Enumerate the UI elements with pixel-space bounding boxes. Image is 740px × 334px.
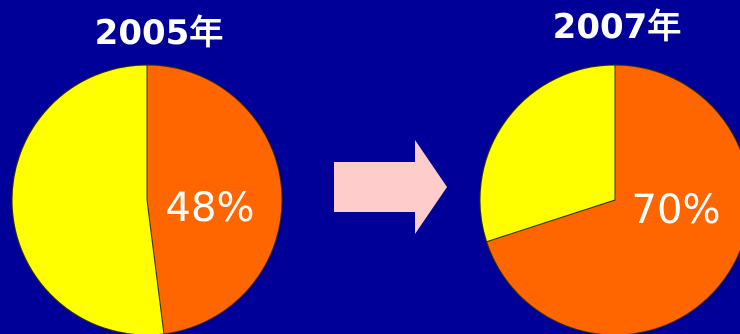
pie-slice-2007-0 xyxy=(485,64,740,334)
pie-slice-2005-1 xyxy=(11,64,165,334)
pie-slice-2007-1 xyxy=(479,64,616,243)
right-arrow-icon xyxy=(334,140,447,234)
pie-chart-2005: 48% xyxy=(11,64,283,334)
pie-chart-2007: 70% xyxy=(479,64,740,334)
pie-data-label-2007: 70% xyxy=(632,187,721,233)
chart-title-2005: 2005年 xyxy=(94,13,224,53)
pie-slice-2005-0 xyxy=(146,64,283,334)
pie-data-label-2005: 48% xyxy=(166,185,255,231)
chart-title-2007: 2007年 xyxy=(552,7,682,47)
